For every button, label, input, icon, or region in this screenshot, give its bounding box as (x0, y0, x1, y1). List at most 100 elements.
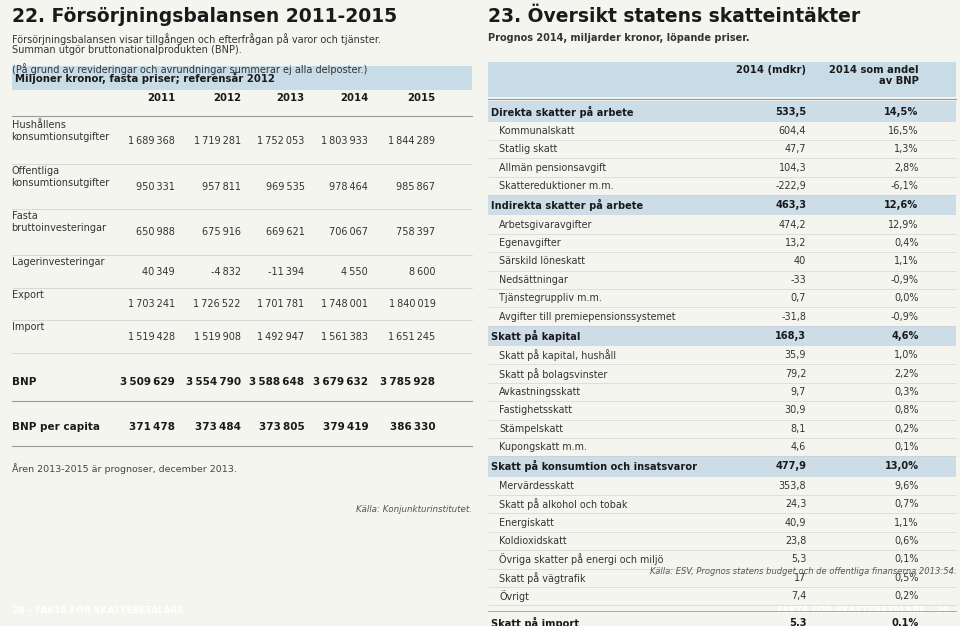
Text: Direkta skatter på arbete: Direkta skatter på arbete (492, 106, 634, 118)
Text: Skatt på kapital: Skatt på kapital (492, 330, 581, 342)
Text: 7,4: 7,4 (791, 591, 806, 601)
Text: 23,8: 23,8 (785, 536, 806, 546)
Text: 2014 som andel
av BNP: 2014 som andel av BNP (829, 64, 919, 86)
Text: 23. Översikt statens skatteintäkter: 23. Översikt statens skatteintäkter (488, 7, 860, 26)
Text: 477,9: 477,9 (776, 461, 806, 471)
Text: -0,9%: -0,9% (891, 275, 919, 285)
Text: Offentliga
konsumtionsutgifter: Offentliga konsumtionsutgifter (12, 165, 109, 188)
Text: 0,6%: 0,6% (895, 536, 919, 546)
Text: 2011: 2011 (147, 93, 175, 103)
Text: -0,9%: -0,9% (891, 312, 919, 322)
Text: -4 832: -4 832 (211, 267, 241, 277)
Text: 5,3: 5,3 (789, 617, 806, 626)
Text: 957 811: 957 811 (202, 182, 241, 192)
Text: Tjänstegruppliv m.m.: Tjänstegruppliv m.m. (499, 293, 602, 303)
Text: 373 484: 373 484 (195, 422, 241, 432)
Bar (488, 101, 956, 121)
Text: 22. Försörjningsbalansen 2011-2015: 22. Försörjningsbalansen 2011-2015 (12, 7, 396, 26)
Bar (488, 456, 956, 476)
Text: Skatt på konsumtion och insatsvaror: Skatt på konsumtion och insatsvaror (492, 460, 698, 473)
Text: 4,6%: 4,6% (891, 331, 919, 341)
Text: 1 844 289: 1 844 289 (389, 136, 436, 146)
Text: 2014: 2014 (340, 93, 369, 103)
Text: -11 394: -11 394 (269, 267, 304, 277)
Text: Åren 2013-2015 är prognoser, december 2013.: Åren 2013-2015 är prognoser, december 20… (12, 463, 236, 475)
Text: Skatt på vägtrafik: Skatt på vägtrafik (499, 572, 586, 583)
Text: 353,8: 353,8 (779, 481, 806, 491)
Text: 985 867: 985 867 (396, 182, 436, 192)
Text: 371 478: 371 478 (129, 422, 175, 432)
Text: Prognos 2014, miljarder kronor, löpande priser.: Prognos 2014, miljarder kronor, löpande … (488, 33, 749, 43)
Text: 1 748 001: 1 748 001 (322, 299, 369, 309)
Text: Fastighetsskatt: Fastighetsskatt (499, 406, 572, 416)
Text: Skatt på bolagsvinster: Skatt på bolagsvinster (499, 367, 608, 379)
Text: 0,2%: 0,2% (895, 424, 919, 434)
Text: Koldioxidskatt: Koldioxidskatt (499, 536, 567, 546)
Text: Avgifter till premiepensionssystemet: Avgifter till premiepensionssystemet (499, 312, 676, 322)
Text: 3 554 790: 3 554 790 (186, 377, 241, 387)
Text: 1 719 281: 1 719 281 (194, 136, 241, 146)
Text: Försörjningsbalansen visar tillgången och efterfrågan på varor och tjänster.: Försörjningsbalansen visar tillgången oc… (12, 33, 380, 44)
Text: 40 349: 40 349 (142, 267, 175, 277)
Text: 17: 17 (794, 573, 806, 583)
Text: 669 621: 669 621 (266, 227, 304, 237)
Text: Avkastningsskatt: Avkastningsskatt (499, 387, 582, 397)
Text: 8 600: 8 600 (409, 267, 436, 277)
Text: 3 785 928: 3 785 928 (380, 377, 436, 387)
Text: 950 331: 950 331 (136, 182, 175, 192)
Text: 1 803 933: 1 803 933 (322, 136, 369, 146)
Text: Miljoner kronor, fasta priser; referensår 2012: Miljoner kronor, fasta priser; referenså… (15, 72, 276, 85)
Text: 1 689 368: 1 689 368 (129, 136, 175, 146)
Text: 0,8%: 0,8% (894, 406, 919, 416)
Text: 8,1: 8,1 (791, 424, 806, 434)
Bar (488, 195, 956, 215)
Text: Allmän pensionsavgift: Allmän pensionsavgift (499, 163, 607, 173)
Text: 4,6: 4,6 (791, 442, 806, 452)
Text: 706 067: 706 067 (329, 227, 369, 237)
Text: 104,3: 104,3 (779, 163, 806, 173)
Text: Källa: ESV, Prognos statens budget och de offentliga finanserna 2013:54.: Källa: ESV, Prognos statens budget och d… (650, 567, 956, 576)
Text: 474,2: 474,2 (779, 220, 806, 230)
Text: 1,1%: 1,1% (894, 257, 919, 267)
Text: Summan utgör bruttonationalprodukten (BNP).: Summan utgör bruttonationalprodukten (BN… (12, 45, 241, 55)
Text: 4 550: 4 550 (342, 267, 369, 277)
Text: Kupongskatt m.m.: Kupongskatt m.m. (499, 442, 588, 452)
Text: Fasta
bruttoinvesteringar: Fasta bruttoinvesteringar (12, 211, 107, 233)
Text: 675 916: 675 916 (202, 227, 241, 237)
Text: 30,9: 30,9 (784, 406, 806, 416)
Text: FAKTA FÖR SKATTEBETALARE – 29: FAKTA FÖR SKATTEBETALARE – 29 (777, 606, 948, 615)
Text: 463,3: 463,3 (776, 200, 806, 210)
Text: Skatt på kapital, hushåll: Skatt på kapital, hushåll (499, 349, 616, 361)
Text: Import: Import (12, 322, 44, 332)
Text: Skattereduktioner m.m.: Skattereduktioner m.m. (499, 181, 614, 191)
Text: Arbetsgivaravgifter: Arbetsgivaravgifter (499, 220, 593, 230)
Text: Övrigt: Övrigt (499, 590, 529, 602)
Text: 1,1%: 1,1% (894, 518, 919, 528)
Text: 0,3%: 0,3% (894, 387, 919, 397)
Text: 1 703 241: 1 703 241 (128, 299, 175, 309)
Text: Indirekta skatter på arbete: Indirekta skatter på arbete (492, 199, 643, 212)
Text: 650 988: 650 988 (136, 227, 175, 237)
Text: Övriga skatter på energi och miljö: Övriga skatter på energi och miljö (499, 553, 664, 565)
Text: 0,0%: 0,0% (894, 293, 919, 303)
Text: Skatt på import: Skatt på import (492, 617, 580, 626)
Text: 1 492 947: 1 492 947 (257, 332, 304, 342)
Text: 0,7%: 0,7% (894, 499, 919, 509)
Text: 40,9: 40,9 (784, 518, 806, 528)
Text: 3 509 629: 3 509 629 (120, 377, 175, 387)
Text: 12,6%: 12,6% (884, 200, 919, 210)
Text: Källa: Konjunkturinstitutet.: Källa: Konjunkturinstitutet. (356, 505, 472, 514)
Text: 1,3%: 1,3% (894, 144, 919, 154)
Text: -33: -33 (790, 275, 806, 285)
Text: 1 840 019: 1 840 019 (389, 299, 436, 309)
Text: 2013: 2013 (276, 93, 304, 103)
Text: Skatt på alkohol och tobak: Skatt på alkohol och tobak (499, 498, 628, 510)
Text: 0,5%: 0,5% (894, 573, 919, 583)
Text: 12,9%: 12,9% (888, 220, 919, 230)
Text: 386 330: 386 330 (390, 422, 436, 432)
Text: -6,1%: -6,1% (891, 181, 919, 191)
Text: 604,4: 604,4 (779, 126, 806, 136)
Text: 0,4%: 0,4% (894, 238, 919, 248)
Text: 1 519 908: 1 519 908 (194, 332, 241, 342)
Text: 0,1%: 0,1% (894, 442, 919, 452)
